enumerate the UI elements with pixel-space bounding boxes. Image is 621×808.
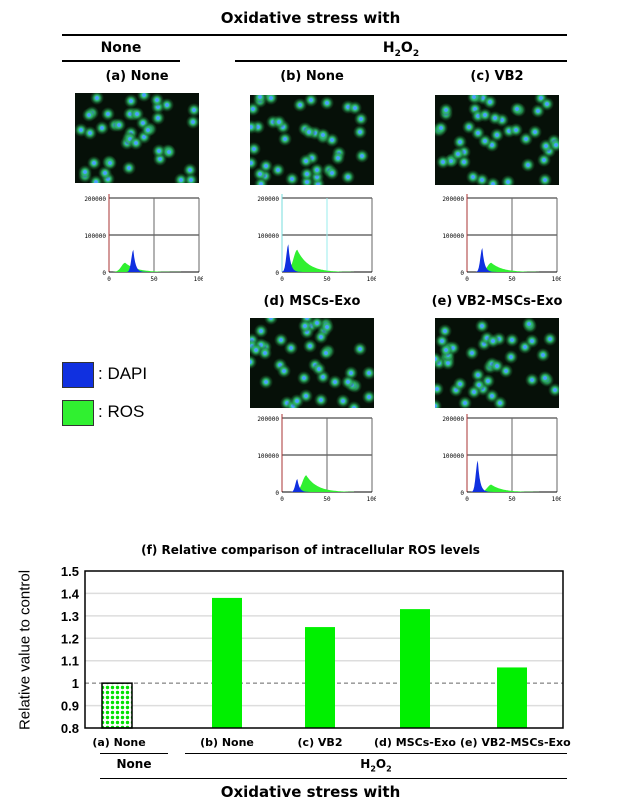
- histogram-x-tick: 100: [194, 276, 203, 283]
- histogram-y-tick: 100000: [442, 233, 464, 240]
- histogram-x-tick: 0: [107, 276, 111, 283]
- y-tick-label: 1.3: [61, 609, 79, 624]
- y-tick-label: 0.8: [61, 721, 79, 736]
- figure-title: Oxidative stress with: [220, 9, 401, 27]
- group-h2o2-divider-bottom: [185, 753, 567, 754]
- micrograph-c: [435, 95, 559, 185]
- group-h2o2-label-bottom: H2O2: [360, 757, 392, 774]
- x-axis-label: Oxidative stress with: [220, 783, 401, 801]
- histogram-x-tick: 0: [465, 496, 469, 503]
- bar-3: [400, 609, 430, 728]
- histogram-y-tick: 200000: [442, 416, 464, 423]
- ros-histogram: [467, 484, 539, 492]
- histogram-y-tick: 0: [275, 490, 279, 497]
- histogram-a: 200000 100000 00 50 100: [84, 194, 203, 283]
- group-none-divider: [62, 60, 180, 62]
- group-none-label-bottom: None: [116, 757, 152, 771]
- header-divider: [62, 34, 567, 36]
- histogram-y-tick: 0: [460, 270, 464, 277]
- histogram-y-tick: 0: [102, 270, 106, 277]
- y-tick-label: 1.5: [61, 564, 79, 579]
- category-a-label: (a) None: [92, 736, 146, 749]
- panel-d-label: (d) MSCs-Exo: [263, 294, 361, 309]
- legend-ros-swatch: [62, 400, 94, 426]
- dapi-histogram: [467, 460, 539, 492]
- ros-histogram: [282, 249, 354, 272]
- dapi-histogram: [282, 479, 354, 492]
- histogram-y-tick: 100000: [84, 233, 106, 240]
- histogram-y-tick: 200000: [442, 196, 464, 203]
- histogram-y-tick: 100000: [257, 453, 279, 460]
- bar-2: [305, 627, 335, 728]
- chart-title: (f) Relative comparison of intracellular…: [141, 543, 480, 557]
- y-tick-label: 0.9: [61, 699, 79, 714]
- micrograph-b: [250, 95, 374, 185]
- histogram-y-tick: 200000: [257, 416, 279, 423]
- ros-histogram: [109, 262, 181, 272]
- histogram-x-tick: 0: [465, 276, 469, 283]
- histogram-x-tick: 100: [367, 496, 376, 503]
- panel-b-label: (b) None: [280, 69, 344, 84]
- legend-dapi-label: : DAPI: [98, 364, 148, 383]
- bar-4: [497, 667, 527, 728]
- panel-c-label: (c) VB2: [470, 69, 524, 84]
- histogram-x-tick: 50: [508, 276, 516, 283]
- histogram-c: 200000 100000 00 50 100: [442, 194, 561, 283]
- histogram-x-tick: 0: [280, 496, 284, 503]
- bar-0: [101, 682, 133, 729]
- ros-histogram: [282, 475, 354, 492]
- dapi-histogram: [467, 248, 539, 272]
- histogram-x-tick: 50: [323, 276, 331, 283]
- legend-dapi-swatch: [62, 362, 94, 388]
- plot-frame: [84, 570, 564, 729]
- histogram-x-tick: 50: [508, 496, 516, 503]
- legend-ros-label: : ROS: [98, 402, 145, 421]
- histogram-y-tick: 0: [275, 270, 279, 277]
- panel-e-label: (e) VB2-MSCs-Exo: [431, 294, 563, 309]
- dapi-histogram: [282, 244, 354, 272]
- micrograph-a: [75, 93, 199, 183]
- histogram-x-tick: 50: [150, 276, 158, 283]
- histogram-y-tick: 100000: [257, 233, 279, 240]
- histogram-x-tick: 100: [552, 276, 561, 283]
- histogram-y-tick: 0: [460, 490, 464, 497]
- y-tick-label: 1.4: [61, 586, 80, 601]
- category-c-label: (c) VB2: [297, 736, 343, 749]
- histogram-x-tick: 100: [367, 276, 376, 283]
- category-b-label: (b) None: [200, 736, 254, 749]
- bar-1: [212, 597, 242, 728]
- histogram-y-tick: 100000: [442, 453, 464, 460]
- histogram-x-tick: 100: [552, 496, 561, 503]
- histogram-y-tick: 200000: [84, 196, 106, 203]
- histogram-y-tick: 200000: [257, 196, 279, 203]
- bar-chart: 1.5 1.4 1.3 1.2 1.1 1 0.9 0.8: [61, 564, 564, 736]
- y-tick-label: 1.2: [61, 631, 79, 646]
- group-none-divider-bottom: [100, 753, 168, 754]
- y-tick-label: 1: [72, 676, 79, 691]
- panel-a-label: (a) None: [105, 69, 169, 84]
- group-h2o2-divider: [235, 60, 567, 62]
- group-none-label: None: [100, 40, 142, 56]
- micrograph-e: [435, 318, 559, 408]
- category-e-label: (e) VB2-MSCs-Exo: [460, 736, 571, 749]
- histogram-e: 200000 100000 00 50 100: [442, 414, 561, 503]
- histogram-d: 200000 100000 00 50 100: [257, 414, 376, 503]
- histogram-x-tick: 50: [323, 496, 331, 503]
- category-d-label: (d) MSCs-Exo: [374, 736, 456, 749]
- bottom-divider: [100, 778, 567, 779]
- histogram-x-tick: 0: [280, 276, 284, 283]
- micrograph-d: [250, 318, 374, 408]
- histogram-b: 200000 100000 00 50 100: [257, 194, 376, 283]
- y-tick-label: 1.1: [61, 654, 79, 669]
- group-h2o2-label: H2O2: [382, 40, 420, 59]
